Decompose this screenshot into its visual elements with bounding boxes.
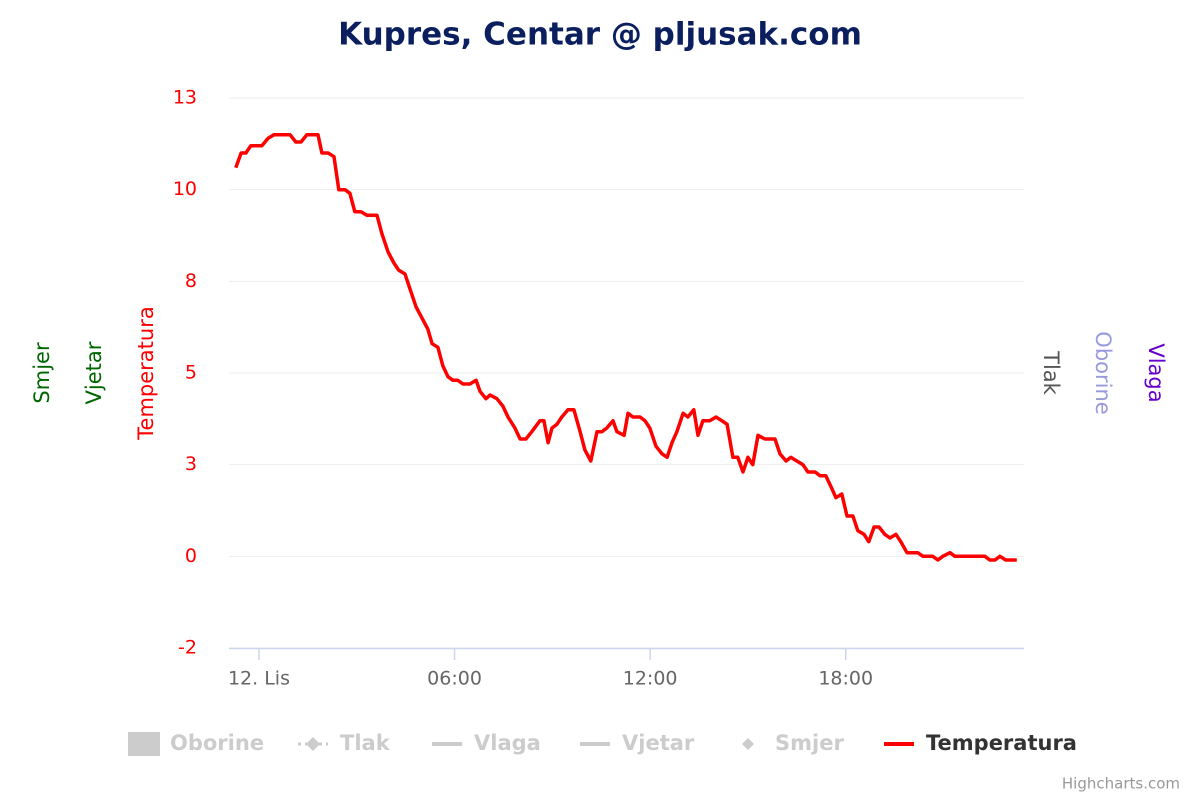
legend-symbol <box>306 737 320 751</box>
y-tick-label: -2 <box>178 637 197 659</box>
legend-label[interactable]: Vjetar <box>622 731 695 755</box>
axis-title: Tlak <box>1039 350 1063 396</box>
legend-label[interactable]: Oborine <box>170 731 264 755</box>
y-tick-label: 13 <box>173 87 197 109</box>
credits[interactable]: Highcharts.com <box>1062 775 1180 793</box>
legend-label[interactable]: Smjer <box>775 731 844 755</box>
axis-title: Smjer <box>30 342 54 404</box>
legend-label[interactable]: Vlaga <box>474 731 541 755</box>
y-tick-label: 10 <box>173 178 197 200</box>
x-tick-label: 18:00 <box>818 668 873 690</box>
legend-symbol <box>128 732 160 756</box>
y-tick-label: 8 <box>185 270 197 292</box>
y-tick-label: 5 <box>185 362 197 384</box>
axis-title: Vlaga <box>1144 343 1168 402</box>
legend-label[interactable]: Temperatura <box>926 731 1077 755</box>
x-tick-label: 06:00 <box>427 668 482 690</box>
x-tick-label: 12. Lis <box>228 668 290 690</box>
y-tick-label: 3 <box>185 453 197 475</box>
series-line <box>234 132 1017 562</box>
y-axis-title: Temperatura <box>134 306 158 440</box>
legend-label[interactable]: Tlak <box>340 731 391 755</box>
y-tick-label: 0 <box>185 545 197 567</box>
axis-title: Oborine <box>1091 331 1115 414</box>
x-tick-label: 12:00 <box>623 668 678 690</box>
axis-title: Vjetar <box>82 341 106 404</box>
legend-symbol <box>742 738 754 750</box>
chart-title: Kupres, Centar @ pljusak.com <box>338 17 862 53</box>
